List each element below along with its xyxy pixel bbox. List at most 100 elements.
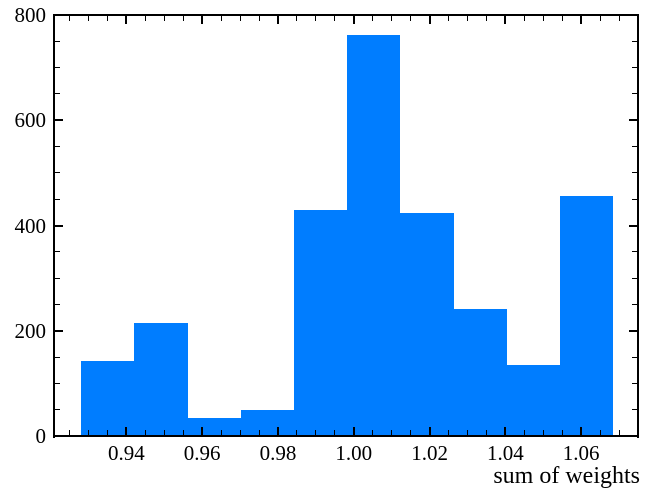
x-minor-tick xyxy=(485,430,487,435)
y-minor-tick-right xyxy=(632,198,637,200)
x-minor-tick-top xyxy=(599,16,601,21)
y-major-tick xyxy=(55,224,63,227)
x-minor-tick xyxy=(296,430,298,435)
y-minor-tick xyxy=(55,172,60,174)
x-major-tick-top xyxy=(580,16,583,24)
x-tick-label: 0.96 xyxy=(183,441,221,465)
y-minor-tick-right xyxy=(632,40,637,42)
x-major-tick-top xyxy=(201,16,204,24)
x-minor-tick xyxy=(106,430,108,435)
x-minor-tick-top xyxy=(561,16,563,21)
x-minor-tick xyxy=(315,430,317,435)
x-minor-tick-top xyxy=(106,16,108,21)
x-major-tick-top xyxy=(428,16,431,24)
y-tick-label: 200 xyxy=(14,318,47,343)
x-minor-tick-top xyxy=(69,16,71,21)
x-minor-tick xyxy=(334,430,336,435)
x-tick-label: 1.04 xyxy=(486,441,524,465)
y-major-tick xyxy=(55,14,63,16)
y-major-tick xyxy=(55,435,63,437)
y-major-tick-right xyxy=(629,119,637,122)
y-tick-label: 600 xyxy=(14,108,47,133)
y-tick-label: 800 xyxy=(14,3,47,27)
x-major-tick-top xyxy=(504,16,507,24)
x-tick-label: 1.00 xyxy=(335,441,373,465)
y-minor-tick xyxy=(55,382,60,384)
axis-spine-bottom xyxy=(53,435,639,437)
x-minor-tick xyxy=(144,430,146,435)
x-tick-label: 1.02 xyxy=(411,441,448,465)
x-major-tick xyxy=(201,427,204,435)
x-minor-tick xyxy=(258,430,260,435)
x-minor-tick-top xyxy=(315,16,317,21)
x-minor-tick xyxy=(69,430,71,435)
x-minor-tick-top xyxy=(618,16,620,21)
histogram-bar-0 xyxy=(81,360,135,435)
y-minor-tick xyxy=(55,356,60,358)
x-minor-tick-top xyxy=(182,16,184,21)
histogram-bar-2 xyxy=(187,417,241,435)
x-minor-tick-top xyxy=(372,16,374,21)
y-minor-tick-right xyxy=(632,409,637,411)
y-minor-tick xyxy=(55,409,60,411)
x-minor-tick-top xyxy=(448,16,449,21)
x-major-tick xyxy=(125,427,128,435)
y-minor-tick-right xyxy=(632,303,637,305)
histogram-bar-1 xyxy=(134,322,188,435)
y-minor-tick-right xyxy=(632,382,637,384)
y-major-tick xyxy=(55,329,63,332)
y-minor-tick xyxy=(55,40,60,42)
y-tick-label: 0 xyxy=(35,424,47,448)
y-minor-tick-right xyxy=(632,67,637,69)
x-minor-tick xyxy=(448,430,449,435)
x-major-tick xyxy=(352,427,355,435)
axis-spine-left xyxy=(53,14,55,438)
y-major-tick-right xyxy=(629,224,637,227)
x-major-tick xyxy=(580,427,583,435)
y-minor-tick-right xyxy=(632,172,637,174)
y-minor-tick xyxy=(55,67,60,69)
x-tick-label: 0.98 xyxy=(259,441,297,465)
x-minor-tick-top xyxy=(87,16,89,21)
axis-spine-right xyxy=(637,14,639,438)
x-minor-tick xyxy=(618,430,620,435)
x-minor-tick-top xyxy=(523,16,525,21)
histogram-bar-7 xyxy=(453,308,507,435)
x-minor-tick-top xyxy=(466,16,468,21)
histogram-bar-9 xyxy=(559,195,614,435)
x-minor-tick xyxy=(182,430,184,435)
y-minor-tick-right xyxy=(632,277,637,279)
histogram-bar-6 xyxy=(400,212,454,435)
x-minor-tick-top xyxy=(391,16,393,21)
y-minor-tick-right xyxy=(632,93,637,95)
y-major-tick xyxy=(55,119,63,122)
x-minor-tick xyxy=(599,430,601,435)
y-tick-label: 400 xyxy=(14,213,47,238)
x-major-tick xyxy=(428,427,431,435)
x-major-tick xyxy=(276,427,279,435)
x-minor-tick xyxy=(391,430,393,435)
x-major-tick-top xyxy=(125,16,128,24)
x-tick-label: 1.06 xyxy=(562,441,600,465)
y-minor-tick-right xyxy=(632,146,637,148)
histogram-bar-4 xyxy=(294,210,348,435)
x-minor-tick xyxy=(466,430,468,435)
x-minor-tick xyxy=(542,430,544,435)
x-minor-tick xyxy=(410,430,412,435)
y-major-tick-right xyxy=(629,435,637,437)
x-major-tick xyxy=(504,427,507,435)
x-minor-tick xyxy=(561,430,563,435)
x-minor-tick xyxy=(220,430,222,435)
y-major-tick-right xyxy=(629,329,637,332)
x-minor-tick xyxy=(163,430,165,435)
x-minor-tick xyxy=(239,430,241,435)
histogram-bar-3 xyxy=(240,409,295,435)
y-minor-tick xyxy=(55,198,60,200)
y-minor-tick xyxy=(55,277,60,279)
x-major-tick-top xyxy=(352,16,355,24)
x-minor-tick-top xyxy=(239,16,241,21)
histogram-bar-8 xyxy=(506,365,560,435)
y-minor-tick xyxy=(55,146,60,148)
y-minor-tick-right xyxy=(632,356,637,358)
x-minor-tick xyxy=(372,430,374,435)
